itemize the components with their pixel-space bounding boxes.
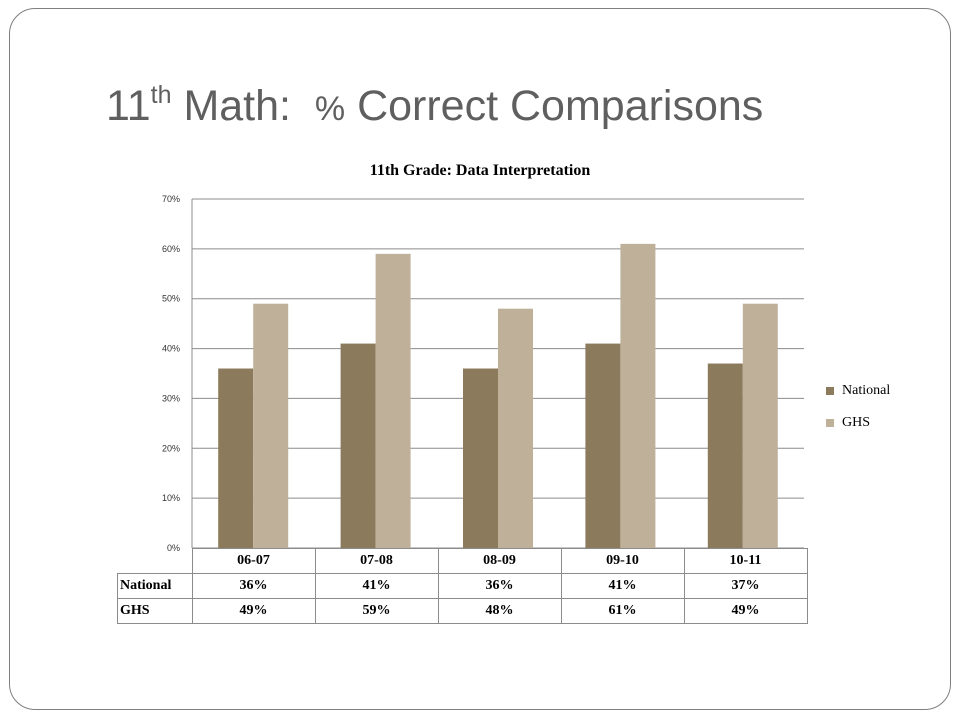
data-table-cell: 41% (560, 573, 685, 599)
data-table-cell: 36% (437, 573, 562, 599)
bar-national-09-10 (585, 343, 621, 548)
data-table-header-cell: 09-10 (560, 548, 685, 574)
y-tick-label: 20% (162, 443, 180, 453)
data-table: 06-07 07-08 08-09 09-10 10-11 National 3… (117, 548, 808, 624)
y-tick-label: 10% (162, 493, 180, 503)
legend-swatch-national (826, 386, 834, 395)
legend-label-ghs: GHS (842, 414, 871, 430)
bar-ghs-09-10 (620, 243, 656, 548)
chart-title: 11th Grade: Data Interpretation (369, 162, 591, 179)
bar-ghs-06-07 (253, 303, 289, 548)
y-tick-label: 30% (162, 393, 180, 403)
data-table-row-label: National (117, 573, 193, 599)
data-table-row-ghs: GHS 49% 59% 48% 61% 49% (117, 598, 808, 624)
y-tick-label: 60% (162, 244, 180, 254)
data-table-cell: 49% (683, 598, 808, 624)
legend-swatch-ghs (826, 418, 834, 427)
bar-national-06-07 (218, 368, 254, 548)
data-table-header-row: 06-07 07-08 08-09 09-10 10-11 (118, 548, 808, 574)
data-table-row-national: National 36% 41% 36% 41% 37% (117, 573, 808, 599)
data-table-cell: 61% (560, 598, 685, 624)
bars (218, 243, 778, 549)
bar-national-10-11 (707, 363, 743, 548)
legend-label-national: National (842, 382, 891, 398)
bar-national-08-09 (463, 368, 498, 548)
bar-ghs-08-09 (498, 308, 533, 548)
bar-ghs-07-08 (375, 253, 411, 549)
bar-national-07-08 (340, 343, 376, 548)
data-table-header-cell: 08-09 (437, 548, 562, 574)
bar-ghs-10-11 (742, 303, 778, 548)
y-tick-label: 70% (162, 194, 180, 204)
data-table-cell: 49% (191, 598, 316, 624)
data-table-cell: 41% (314, 573, 439, 599)
data-table-cell: 37% (683, 573, 808, 599)
data-table-header-cell: 07-08 (314, 548, 439, 574)
slide-title: 11th Math: % Correct Comparisons (106, 81, 764, 130)
legend: National GHS (826, 382, 890, 446)
y-tick-label: 40% (162, 344, 180, 354)
legend-item-national: National (826, 382, 890, 399)
data-table-corner (118, 549, 193, 574)
data-table-header-cell: 06-07 (191, 548, 316, 574)
data-table-cell: 36% (191, 573, 316, 599)
data-table-header-cell: 10-11 (683, 548, 808, 574)
y-axis: 0% 10% 20% 30% 40% 50% 60% 70% (162, 194, 193, 553)
slide-frame (9, 8, 951, 710)
data-table-row-label: GHS (117, 598, 193, 624)
y-tick-label: 0% (167, 543, 180, 553)
y-tick-label: 50% (162, 294, 180, 304)
data-table-cell: 59% (314, 598, 439, 624)
data-table-cell: 48% (437, 598, 562, 624)
legend-item-ghs: GHS (826, 414, 890, 431)
